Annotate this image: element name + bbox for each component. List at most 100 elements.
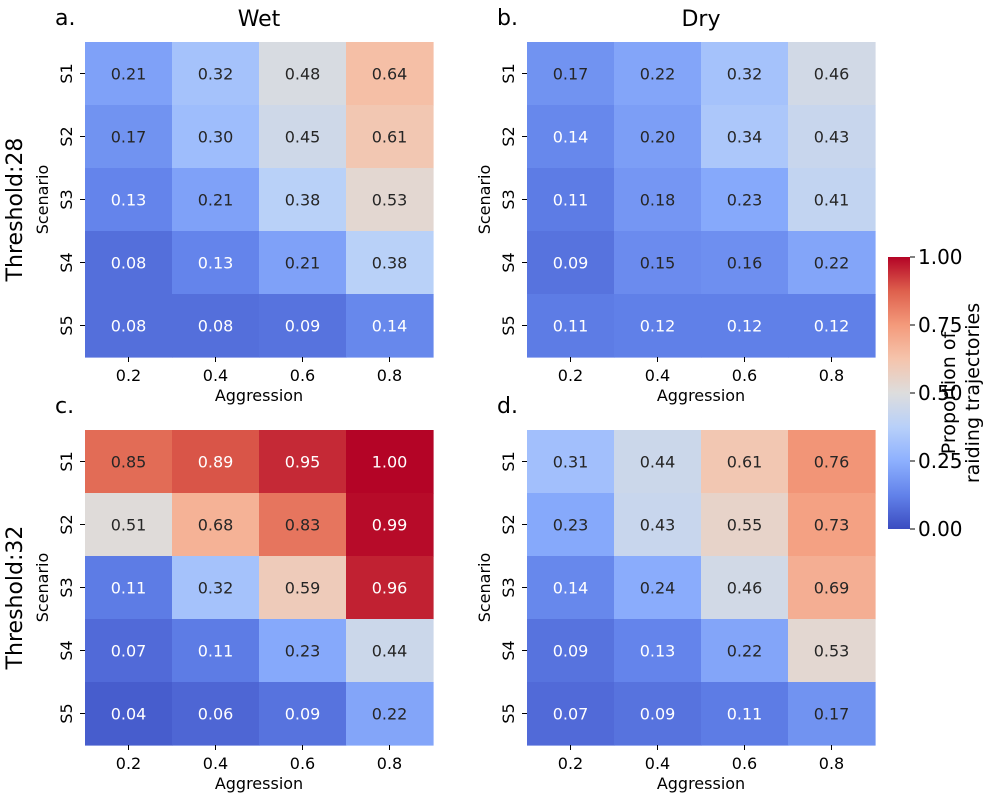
y-tick-label-0-2: S3 [57, 189, 76, 209]
cell-value-1-4-1: 0.12 [640, 317, 676, 336]
cell-value-1-3-2: 0.16 [727, 254, 763, 273]
heatmap-cell-0-3-1 [172, 231, 260, 295]
y-tick-label-0-1: S2 [57, 126, 76, 146]
x-tick-label-2-3: 0.8 [377, 754, 402, 773]
cell-value-2-1-2: 0.83 [285, 516, 321, 535]
x-tick-label-1-2: 0.6 [732, 366, 757, 385]
heatmap-cell-2-1-3 [346, 493, 434, 557]
colorbar-tick-label-1: 0.25 [918, 449, 963, 473]
heatmap-cell-1-4-1 [614, 294, 702, 358]
heatmap-cell-0-1-0 [85, 105, 173, 169]
heatmap-cell-0-0-2 [259, 42, 347, 106]
cell-value-2-1-1: 0.68 [198, 516, 234, 535]
cell-value-0-4-0: 0.08 [111, 317, 147, 336]
column-title-0: Wet [238, 7, 281, 32]
heatmap-cell-3-1-0 [527, 493, 615, 557]
colorbar-tick-label-2: 0.50 [918, 381, 963, 405]
cell-value-1-0-2: 0.32 [727, 65, 763, 84]
heatmap-cell-1-3-0 [527, 231, 615, 295]
heatmap-cell-1-2-1 [614, 168, 702, 232]
heatmap-cell-1-1-2 [701, 105, 789, 169]
y-tick-label-1-3: S4 [499, 252, 518, 272]
heatmap-cell-2-3-2 [259, 619, 347, 683]
heatmap-cell-3-4-3 [788, 682, 876, 746]
heatmap-cell-1-0-0 [527, 42, 615, 106]
cell-value-3-3-3: 0.53 [814, 642, 850, 661]
cell-value-1-4-3: 0.12 [814, 317, 850, 336]
heatmap-cell-2-0-2 [259, 430, 347, 494]
cell-value-2-4-2: 0.09 [285, 705, 321, 724]
heatmap-cell-1-1-1 [614, 105, 702, 169]
heatmap-cell-1-4-3 [788, 294, 876, 358]
heatmap-cell-3-4-1 [614, 682, 702, 746]
cell-value-3-4-3: 0.17 [814, 705, 850, 724]
heatmap-cell-2-3-0 [85, 619, 173, 683]
cell-value-3-0-1: 0.44 [640, 453, 676, 472]
cell-value-0-1-3: 0.61 [372, 128, 408, 147]
y-tick-label-2-0: S1 [57, 451, 76, 471]
cell-value-0-2-2: 0.38 [285, 191, 321, 210]
heatmap-cell-1-1-0 [527, 105, 615, 169]
cell-value-3-2-3: 0.69 [814, 579, 850, 598]
panel-label-3: d. [497, 394, 518, 419]
cell-value-3-4-2: 0.11 [727, 705, 763, 724]
x-tick-label-3-2: 0.6 [732, 754, 757, 773]
heatmap-cell-3-2-2 [701, 556, 789, 620]
heatmap-cell-3-3-0 [527, 619, 615, 683]
heatmap-cell-3-0-1 [614, 430, 702, 494]
y-tick-label-1-1: S2 [499, 126, 518, 146]
heatmap-cell-0-3-0 [85, 231, 173, 295]
cell-value-0-1-1: 0.30 [198, 128, 234, 147]
heatmap-cell-1-0-2 [701, 42, 789, 106]
heatmap-cell-2-1-2 [259, 493, 347, 557]
x-tick-label-1-3: 0.8 [819, 366, 844, 385]
x-tick-label-2-0: 0.2 [116, 754, 141, 773]
colorbar-tick-label-3: 0.75 [918, 313, 963, 337]
colorbar-tick-label-0: 0.00 [918, 517, 963, 541]
heatmap-cell-2-2-3 [346, 556, 434, 620]
cell-value-0-2-0: 0.13 [111, 191, 147, 210]
heatmap-cell-2-4-2 [259, 682, 347, 746]
y-tick-label-2-2: S3 [57, 577, 76, 597]
y-tick-label-1-4: S5 [499, 315, 518, 335]
x-axis-label-2: Aggression [215, 774, 303, 793]
heatmap-cell-0-0-0 [85, 42, 173, 106]
cell-value-3-0-3: 0.76 [814, 453, 850, 472]
cell-value-1-0-3: 0.46 [814, 65, 850, 84]
y-tick-label-3-2: S3 [499, 577, 518, 597]
heatmap-cell-3-0-2 [701, 430, 789, 494]
heatmap-cell-3-2-3 [788, 556, 876, 620]
heatmap-cell-3-2-0 [527, 556, 615, 620]
x-tick-label-3-1: 0.4 [645, 754, 670, 773]
cell-value-2-2-1: 0.32 [198, 579, 234, 598]
y-tick-label-2-1: S2 [57, 514, 76, 534]
cell-value-3-2-1: 0.24 [640, 579, 676, 598]
cell-value-1-3-0: 0.09 [553, 254, 589, 273]
heatmap-cell-1-3-1 [614, 231, 702, 295]
panel-label-2: c. [55, 394, 74, 419]
cell-value-0-2-3: 0.53 [372, 191, 408, 210]
cell-value-2-4-1: 0.06 [198, 705, 234, 724]
cell-value-2-2-0: 0.11 [111, 579, 147, 598]
heatmap-cell-3-0-0 [527, 430, 615, 494]
y-tick-label-0-4: S5 [57, 315, 76, 335]
column-title-1: Dry [681, 7, 720, 32]
cell-value-2-0-1: 0.89 [198, 453, 234, 472]
cell-value-0-0-3: 0.64 [372, 65, 408, 84]
row-title-0: Threshold:28 [3, 138, 28, 283]
cell-value-1-3-1: 0.15 [640, 254, 676, 273]
panel-label-0: a. [55, 6, 75, 31]
cell-value-3-0-0: 0.31 [553, 453, 589, 472]
heatmap-cell-2-4-3 [346, 682, 434, 746]
heatmap-cell-2-1-1 [172, 493, 260, 557]
heatmap-cell-3-0-3 [788, 430, 876, 494]
y-tick-label-3-0: S1 [499, 451, 518, 471]
cell-value-2-2-3: 0.96 [372, 579, 408, 598]
heatmap-cell-1-2-3 [788, 168, 876, 232]
y-tick-label-3-1: S2 [499, 514, 518, 534]
cell-value-1-2-3: 0.41 [814, 191, 850, 210]
heatmap-cell-0-4-0 [85, 294, 173, 358]
heatmap-cell-0-0-1 [172, 42, 260, 106]
heatmap-cell-0-2-0 [85, 168, 173, 232]
cell-value-3-3-1: 0.13 [640, 642, 676, 661]
